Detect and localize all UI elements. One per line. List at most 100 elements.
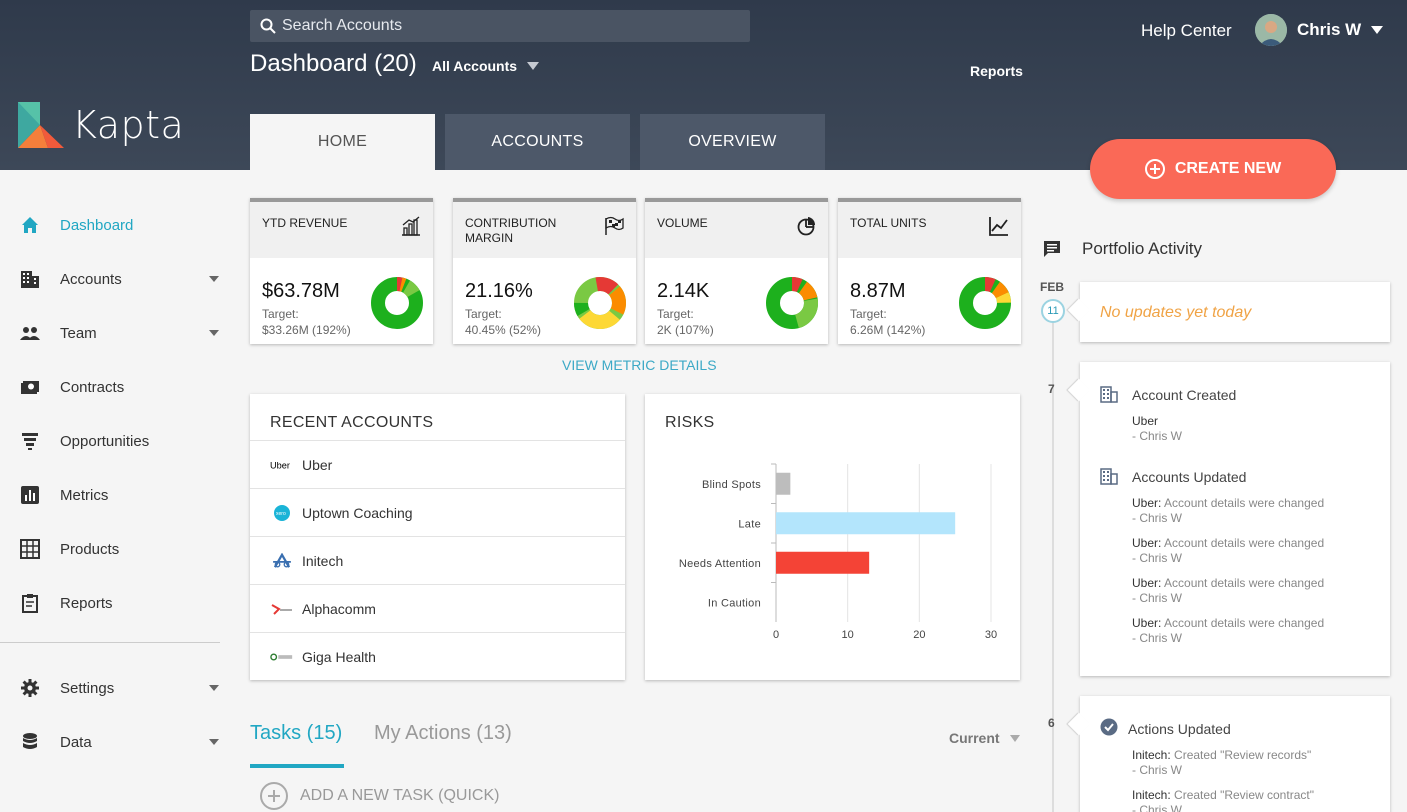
sidebar-item-reports[interactable]: Reports: [0, 583, 235, 623]
search-input[interactable]: [282, 17, 702, 35]
chevron-down-icon: [209, 739, 219, 745]
tab-my-actions[interactable]: My Actions (13): [374, 722, 512, 744]
search-icon: [260, 18, 276, 34]
logo[interactable]: Kapta: [18, 102, 184, 148]
list-item[interactable]: Giga Health: [250, 632, 625, 680]
activity-account[interactable]: Uber: [1132, 414, 1159, 428]
search-bar[interactable]: [250, 10, 750, 42]
chevron-down-icon: [209, 330, 219, 336]
activity-card-day7: Account Created Uber - Chris W Accounts …: [1080, 362, 1390, 676]
sidebar-item-team[interactable]: Team: [0, 313, 235, 353]
bar-late: [776, 512, 956, 535]
account-name: Giga Health: [302, 648, 376, 665]
metric-target: Target: 40.45% (52%): [465, 306, 541, 338]
activity-detail: Uber: Account details were changed: [1132, 496, 1324, 511]
metric-header: TOTAL UNITS: [838, 202, 1021, 258]
line-chart-icon: [989, 217, 1008, 236]
sidebar-item-label: Accounts: [60, 270, 122, 288]
metric-title: CONTRIBUTION MARGIN: [465, 216, 557, 245]
activity-text: Created "Review records": [1174, 748, 1312, 762]
month-label: FEB: [1040, 280, 1064, 294]
list-item[interactable]: Initech: [250, 536, 625, 584]
sidebar-item-products[interactable]: Products: [0, 529, 235, 569]
sidebar-item-accounts[interactable]: Accounts: [0, 259, 235, 299]
metric-card-volume[interactable]: VOLUME 2.14K Target: 2K (107%): [645, 198, 828, 344]
sidebar-item-label: Settings: [60, 679, 115, 697]
donut-chart: [959, 277, 1011, 329]
activity-account[interactable]: Initech:: [1132, 748, 1171, 762]
sidebar-item-dashboard[interactable]: Dashboard: [0, 205, 235, 245]
tab-accounts[interactable]: ACCOUNTS: [445, 114, 630, 170]
sidebar-item-label: Reports: [60, 594, 113, 612]
activity-text: Account details were changed: [1164, 616, 1325, 630]
tab-overview[interactable]: OVERVIEW: [640, 114, 825, 170]
sidebar-item-contracts[interactable]: Contracts: [0, 367, 235, 407]
help-center-link[interactable]: Help Center: [1141, 21, 1232, 40]
logo-text: Kapta: [72, 103, 185, 147]
account-filter-dropdown[interactable]: All Accounts: [432, 58, 540, 74]
portfolio-activity-title: Portfolio Activity: [1082, 239, 1202, 258]
activity-account[interactable]: Uber:: [1132, 536, 1162, 550]
activity-account[interactable]: Uber:: [1132, 496, 1162, 510]
recent-accounts-panel: RECENT ACCOUNTS Uber Uber xero Uptown Co…: [250, 394, 625, 680]
activity-text: Account details were changed: [1164, 496, 1325, 510]
view-metric-details-link[interactable]: VIEW METRIC DETAILS: [562, 357, 717, 373]
chevron-down-icon: [527, 62, 540, 70]
list-item[interactable]: Uber Uber: [250, 440, 625, 488]
metric-target: Target: 2K (107%): [657, 306, 714, 338]
create-new-button[interactable]: CREATE NEW: [1090, 139, 1336, 199]
metric-target-value: 2K (107%): [657, 323, 714, 337]
list-item[interactable]: Alphacomm: [250, 584, 625, 632]
tab-home[interactable]: HOME: [250, 114, 435, 170]
sidebar-item-label: Metrics: [60, 486, 109, 504]
activity-account[interactable]: Uber:: [1132, 576, 1162, 590]
activity-author: - Chris W: [1132, 551, 1182, 565]
timeline-line: [1052, 316, 1054, 812]
metric-card-contribution-margin[interactable]: CONTRIBUTION MARGIN 21.16% Target: 40.45%…: [453, 198, 636, 344]
donut-chart: [371, 277, 423, 329]
tab-tasks[interactable]: Tasks (15): [250, 722, 343, 744]
risks-title: RISKS: [665, 414, 715, 431]
activity-author: - Chris W: [1132, 631, 1182, 645]
task-filter-dropdown[interactable]: Current: [949, 730, 1020, 746]
activity-detail: Initech: Created "Review contract": [1132, 788, 1314, 803]
home-icon: [22, 217, 38, 233]
user-menu[interactable]: Chris W: [1255, 14, 1384, 46]
metric-card-total-units[interactable]: TOTAL UNITS 8.87M Target: 6.26M (142%): [838, 198, 1021, 344]
grid-icon: [20, 539, 40, 559]
x-tick-label: 0: [773, 629, 779, 641]
sidebar-item-opportunities[interactable]: Opportunities: [0, 421, 235, 461]
sidebar-item-data[interactable]: Data: [0, 722, 235, 762]
metric-card-ytd-revenue[interactable]: YTD REVENUE $63.78M Target: $33.26M (192%…: [250, 198, 433, 344]
metric-target-label: Target:: [657, 307, 694, 321]
add-task-button[interactable]: ADD A NEW TASK (QUICK): [260, 782, 499, 810]
metric-target-value: 6.26M (142%): [850, 323, 926, 337]
metric-title: VOLUME: [657, 216, 708, 230]
sidebar-item-label: Opportunities: [60, 432, 150, 450]
y-tick-label: In Caution: [708, 597, 761, 609]
list-item[interactable]: xero Uptown Coaching: [250, 488, 625, 536]
pie-icon: [797, 217, 816, 236]
plus-circle-icon: [1144, 159, 1165, 179]
task-filter-label: Current: [949, 730, 1000, 746]
activity-account[interactable]: Uber:: [1132, 616, 1162, 630]
metric-value: 8.87M: [850, 280, 906, 302]
activity-detail: Uber: Account details were changed: [1132, 576, 1324, 591]
activity-author: - Chris W: [1132, 591, 1182, 605]
reports-link[interactable]: Reports: [970, 63, 1023, 79]
add-task-label: ADD A NEW TASK (QUICK): [300, 787, 500, 804]
day-label: 7: [1048, 382, 1055, 396]
activity-card-today: No updates yet today: [1080, 282, 1390, 342]
activity-account[interactable]: Initech:: [1132, 788, 1171, 802]
bar-chart-icon: [402, 216, 420, 236]
chevron-down-icon: [209, 276, 219, 282]
giga-logo-icon: [270, 653, 293, 660]
account-name: Initech: [302, 552, 344, 569]
sidebar-item-metrics[interactable]: Metrics: [0, 475, 235, 515]
sidebar-item-settings[interactable]: Settings: [0, 668, 235, 708]
metric-value: 21.16%: [465, 280, 533, 302]
metric-header: YTD REVENUE: [250, 202, 433, 258]
metric-target-value: 40.45% (52%): [465, 323, 542, 337]
user-name: Chris W: [1297, 20, 1362, 39]
money-icon: [21, 381, 39, 394]
